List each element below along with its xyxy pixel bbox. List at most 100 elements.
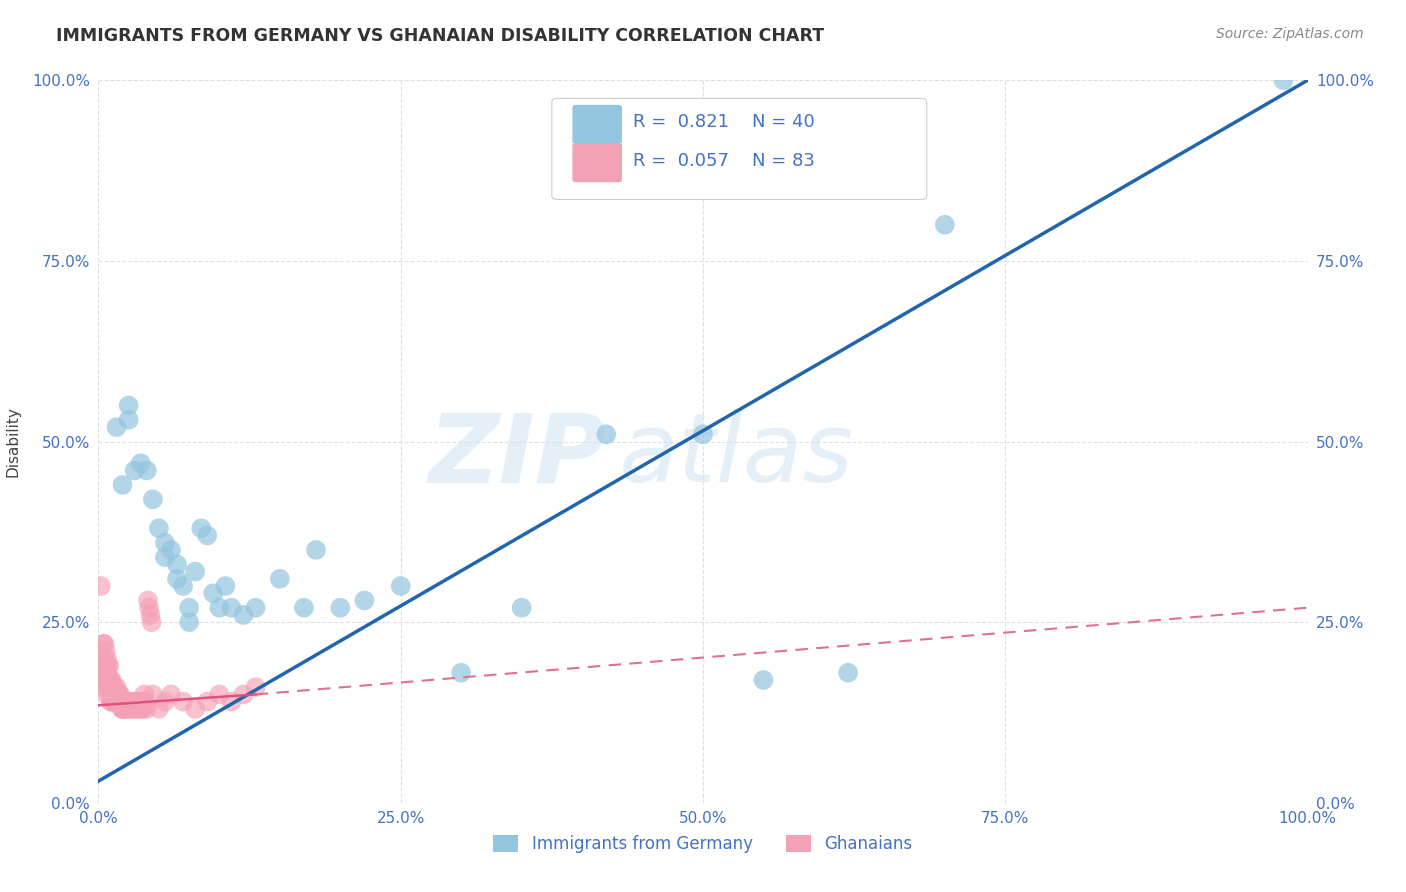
- Point: [131, 695, 153, 709]
- Point: [132, 702, 155, 716]
- Point: [232, 687, 254, 701]
- Point: [160, 687, 183, 701]
- Point: [112, 695, 135, 709]
- Point: [94, 644, 117, 658]
- FancyBboxPatch shape: [551, 98, 927, 200]
- Point: [142, 687, 165, 701]
- Point: [108, 695, 131, 709]
- Point: [221, 600, 243, 615]
- Point: [114, 695, 136, 709]
- Point: [153, 535, 176, 549]
- Point: [837, 665, 859, 680]
- Point: [138, 600, 160, 615]
- Point: [692, 427, 714, 442]
- Point: [135, 463, 157, 477]
- Point: [179, 600, 201, 615]
- Point: [148, 521, 170, 535]
- Point: [91, 658, 114, 673]
- Point: [104, 687, 127, 701]
- Text: R =  0.057    N = 83: R = 0.057 N = 83: [633, 153, 814, 170]
- Point: [93, 665, 115, 680]
- Point: [100, 695, 122, 709]
- Point: [100, 695, 122, 709]
- Point: [153, 550, 176, 565]
- Point: [101, 687, 124, 701]
- Point: [101, 680, 124, 694]
- Point: [111, 695, 134, 709]
- Point: [118, 702, 141, 716]
- Point: [208, 687, 231, 701]
- Point: [136, 593, 159, 607]
- Point: [97, 658, 120, 673]
- Point: [112, 702, 135, 716]
- Point: [100, 673, 122, 687]
- Point: [214, 579, 236, 593]
- Point: [105, 420, 128, 434]
- Point: [232, 607, 254, 622]
- Point: [166, 572, 188, 586]
- Point: [111, 702, 134, 716]
- Point: [91, 651, 114, 665]
- Point: [91, 637, 114, 651]
- Point: [510, 600, 533, 615]
- Text: Source: ZipAtlas.com: Source: ZipAtlas.com: [1216, 27, 1364, 41]
- Point: [153, 695, 176, 709]
- Point: [127, 702, 149, 716]
- Point: [107, 687, 129, 701]
- Point: [120, 702, 142, 716]
- Point: [125, 702, 148, 716]
- Point: [118, 398, 141, 412]
- Point: [124, 695, 146, 709]
- Point: [100, 687, 122, 701]
- FancyBboxPatch shape: [572, 105, 621, 144]
- Point: [90, 579, 112, 593]
- Point: [202, 586, 225, 600]
- Point: [111, 478, 134, 492]
- Point: [450, 665, 472, 680]
- Point: [93, 680, 115, 694]
- Point: [100, 680, 122, 694]
- Point: [100, 673, 122, 687]
- Point: [118, 413, 141, 427]
- Point: [172, 579, 194, 593]
- Point: [93, 637, 115, 651]
- FancyBboxPatch shape: [572, 143, 621, 182]
- Point: [118, 695, 141, 709]
- Point: [108, 695, 131, 709]
- Text: R =  0.821    N = 40: R = 0.821 N = 40: [633, 113, 814, 131]
- Point: [104, 695, 127, 709]
- Point: [292, 600, 315, 615]
- Point: [547, 117, 569, 131]
- Text: atlas: atlas: [619, 409, 853, 502]
- Point: [117, 695, 139, 709]
- Point: [115, 695, 138, 709]
- Point: [98, 680, 121, 694]
- Point: [389, 579, 412, 593]
- Point: [166, 558, 188, 572]
- Point: [97, 680, 120, 694]
- Point: [94, 673, 117, 687]
- Point: [122, 702, 145, 716]
- Text: IMMIGRANTS FROM GERMANY VS GHANAIAN DISABILITY CORRELATION CHART: IMMIGRANTS FROM GERMANY VS GHANAIAN DISA…: [56, 27, 824, 45]
- Point: [96, 651, 118, 665]
- Point: [110, 695, 132, 709]
- Point: [105, 695, 128, 709]
- Point: [195, 695, 218, 709]
- Point: [179, 615, 201, 630]
- Point: [1272, 73, 1295, 87]
- Point: [128, 695, 150, 709]
- Point: [148, 702, 170, 716]
- Point: [184, 702, 207, 716]
- Point: [121, 695, 143, 709]
- Text: ZIP: ZIP: [429, 409, 606, 502]
- Point: [105, 680, 128, 694]
- Point: [134, 687, 156, 701]
- Point: [245, 680, 267, 694]
- Point: [114, 702, 136, 716]
- Point: [329, 600, 352, 615]
- Point: [129, 702, 152, 716]
- Point: [96, 687, 118, 701]
- Point: [221, 695, 243, 709]
- Point: [190, 521, 212, 535]
- Point: [94, 658, 117, 673]
